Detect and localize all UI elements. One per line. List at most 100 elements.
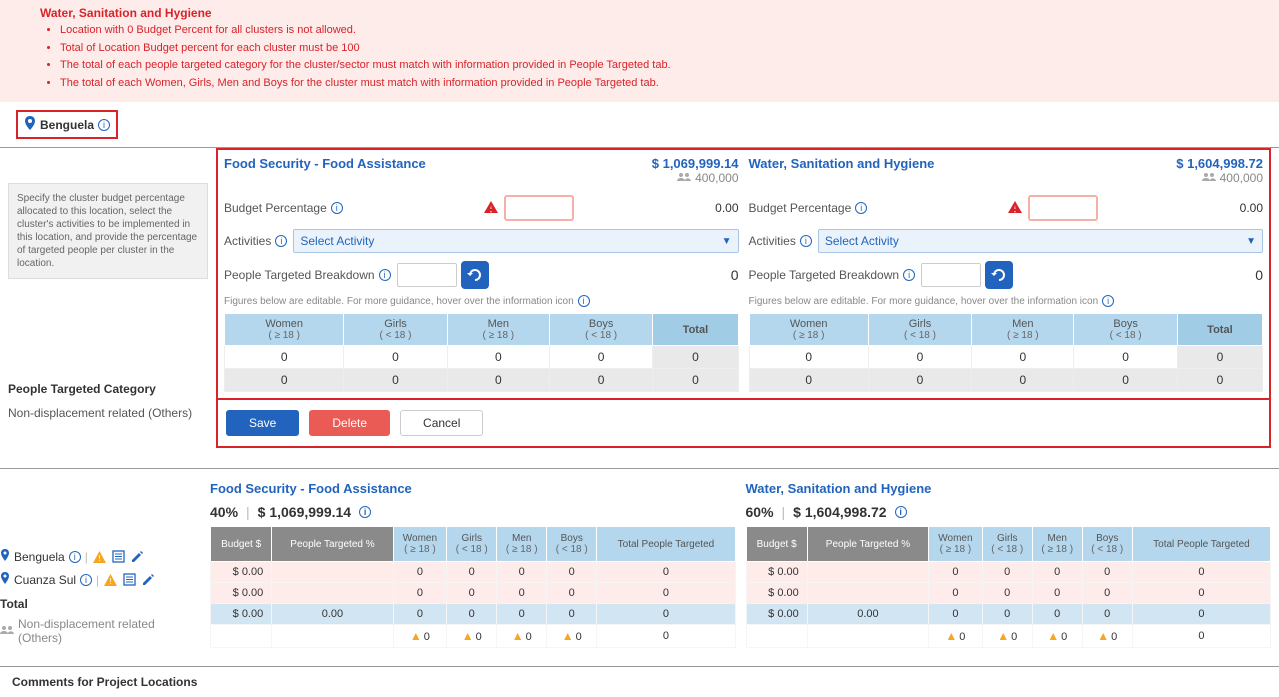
info-icon[interactable]: i (903, 269, 915, 281)
location-name: Benguela (14, 550, 65, 564)
cell[interactable]: 0 (1074, 346, 1177, 369)
refresh-button[interactable] (985, 261, 1013, 289)
chevron-down-icon: ▼ (722, 236, 732, 247)
cell: 0 (929, 583, 982, 604)
cell: ▲0 (547, 625, 597, 648)
people-targeted-breakdown-label: People Targeted Breakdown i (224, 268, 391, 282)
total-label: Total (0, 597, 200, 611)
cell: 0 (393, 583, 446, 604)
error-item: The total of each Women, Girls, Men and … (60, 75, 1239, 93)
info-icon[interactable]: i (855, 202, 867, 214)
cell (807, 625, 928, 648)
cell: 0 (982, 562, 1032, 583)
info-icon[interactable]: i (379, 269, 391, 281)
activity-select[interactable]: Select Activity ▼ (293, 229, 738, 253)
cell[interactable]: 0 (447, 346, 549, 369)
people-icon (677, 171, 691, 185)
cell: 0 (1074, 369, 1177, 392)
location-pin-icon (24, 116, 36, 133)
warning-icon: ▲ (1097, 629, 1109, 643)
table-row: 0 0 0 0 0 (749, 369, 1263, 392)
info-icon[interactable]: i (800, 235, 812, 247)
cell (272, 583, 393, 604)
cell: 0.00 (272, 604, 393, 625)
cell[interactable]: 0 (549, 346, 652, 369)
cell: 0 (597, 583, 735, 604)
cell-total: 0 (1177, 369, 1262, 392)
table-row-footer: ▲0 ▲0 ▲0 ▲0 0 (746, 625, 1271, 648)
budget-percentage-input[interactable] (504, 195, 574, 221)
info-icon[interactable]: i (1102, 295, 1114, 307)
error-item: Location with 0 Budget Percent for all c… (60, 22, 1239, 40)
col-men: Men( ≥ 18 ) (1032, 527, 1082, 562)
col-total: Total (1177, 314, 1262, 346)
cell (272, 562, 393, 583)
chevron-down-icon: ▼ (1246, 236, 1256, 247)
location-pin-icon (0, 572, 10, 587)
warning-icon: ▲ (1047, 629, 1059, 643)
cell[interactable]: 0 (868, 346, 971, 369)
info-icon[interactable]: i (578, 295, 590, 307)
col-men: Men( ≥ 18 ) (972, 314, 1074, 346)
cell: 0 (1082, 604, 1132, 625)
info-icon[interactable]: i (331, 202, 343, 214)
activity-select[interactable]: Select Activity ▼ (818, 229, 1263, 253)
budget-percentage-label: Budget Percentage i (749, 201, 868, 215)
breakdown-table: Women( ≥ 18 ) Girls( < 18 ) Men( ≥ 18 ) … (224, 313, 739, 392)
info-icon[interactable]: i (895, 506, 907, 518)
info-icon[interactable]: i (275, 235, 287, 247)
cell: ▲0 (929, 625, 982, 648)
warning-icon: ▲ (945, 629, 957, 643)
cell[interactable]: 0 (344, 346, 447, 369)
cell: 0 (1032, 562, 1082, 583)
people-targeted-input[interactable] (397, 263, 457, 287)
cell (211, 625, 272, 648)
edit-icon[interactable] (141, 572, 156, 587)
location-row: Benguela i | ! (0, 545, 200, 568)
cell[interactable]: 0 (749, 346, 868, 369)
budget-percentage-input[interactable] (1028, 195, 1098, 221)
table-row: $ 0.00 0 0 0 0 0 (746, 562, 1271, 583)
cell: 0 (1132, 562, 1270, 583)
save-button[interactable]: Save (226, 410, 299, 436)
table-row: $ 0.00 0 0 0 0 0 (211, 583, 736, 604)
cluster-amount: $ 1,604,998.72 (1176, 156, 1263, 171)
location-pin-icon (0, 549, 10, 564)
cell: 0.00 (807, 604, 928, 625)
note-icon[interactable] (122, 572, 137, 587)
info-icon[interactable]: i (80, 574, 92, 586)
location-name: Benguela (40, 118, 94, 132)
delete-button[interactable]: Delete (309, 410, 390, 436)
cell: 0 (749, 369, 868, 392)
cell: ▲0 (447, 625, 497, 648)
ptb-value: 0 (1255, 267, 1263, 283)
cell[interactable]: 0 (972, 346, 1074, 369)
note-icon[interactable] (111, 549, 126, 564)
guidance-text: Figures below are editable. For more gui… (749, 293, 1264, 313)
cell: 0 (597, 625, 735, 648)
cell: 0 (393, 604, 446, 625)
cell: 0 (344, 369, 447, 392)
cell-total: 0 (1177, 346, 1262, 369)
cell (807, 562, 928, 583)
cell: 0 (549, 369, 652, 392)
location-name: Cuanza Sul (14, 573, 76, 587)
table-row: $ 0.00 0 0 0 0 0 (746, 583, 1271, 604)
info-icon[interactable]: i (359, 506, 371, 518)
info-icon[interactable]: i (98, 119, 110, 131)
cancel-button[interactable]: Cancel (400, 410, 483, 436)
cell: ▲0 (497, 625, 547, 648)
cell: 0 (1132, 625, 1270, 648)
col-women: Women( ≥ 18 ) (225, 314, 344, 346)
error-banner: Water, Sanitation and Hygiene Location w… (0, 0, 1279, 102)
refresh-button[interactable] (461, 261, 489, 289)
col-men: Men( ≥ 18 ) (447, 314, 549, 346)
cell: $ 0.00 (211, 583, 272, 604)
cell[interactable]: 0 (225, 346, 344, 369)
people-targeted-input[interactable] (921, 263, 981, 287)
col-tpt: Total People Targeted (1132, 527, 1270, 562)
info-icon[interactable]: i (69, 551, 81, 563)
table-row: 0 0 0 0 0 (225, 369, 739, 392)
cell: 0 (972, 369, 1074, 392)
edit-icon[interactable] (130, 549, 145, 564)
